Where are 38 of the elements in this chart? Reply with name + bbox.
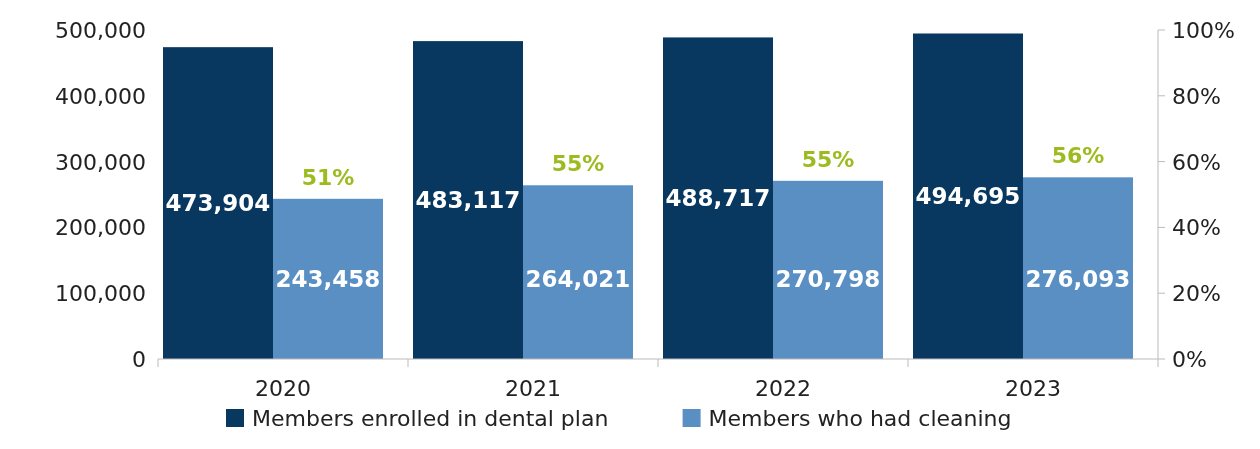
y2-tick-label: 80% [1172,83,1221,109]
y-tick-label: 300,000 [55,149,146,175]
y2-tick-label: 40% [1172,215,1221,241]
data-label: 473,904 [165,190,271,217]
y2-tick-label: 60% [1172,149,1221,175]
x-tick-label: 2023 [1005,376,1061,401]
legend-label: Members enrolled in dental plan [252,406,609,431]
bar [1023,177,1133,359]
annotation: 55% [551,151,605,177]
y-tick-label: 200,000 [55,215,146,241]
x-tick-label: 2020 [255,376,311,401]
data-label: 243,458 [275,266,381,292]
data-label: 494,695 [915,183,1021,210]
bar [913,33,1023,359]
data-label: 276,093 [1025,266,1131,292]
bar [523,185,633,359]
legend-label: Members who had cleaning [708,406,1012,431]
x-tick-label: 2021 [505,376,561,401]
annotation: 56% [1051,143,1105,169]
bar [273,198,383,359]
x-tick-label: 2022 [755,376,811,401]
y2-tick-label: 0% [1172,347,1207,372]
y-tick-label: 400,000 [55,83,146,109]
y2-tick-label: 100% [1172,18,1235,43]
annotation: 55% [801,146,855,172]
bar [163,47,273,359]
data-label: 264,021 [525,266,631,292]
y2-tick-label: 20% [1172,281,1221,307]
data-label: 483,117 [415,187,521,214]
y-tick-label: 100,000 [55,281,146,307]
bar [413,41,523,359]
y-tick-label: 0 [132,347,146,372]
bar [773,180,883,359]
y-tick-label: 500,000 [55,18,146,43]
annotation: 51% [301,164,355,190]
bar [663,37,773,359]
data-label: 488,717 [665,185,771,212]
data-label: 270,798 [775,266,881,292]
